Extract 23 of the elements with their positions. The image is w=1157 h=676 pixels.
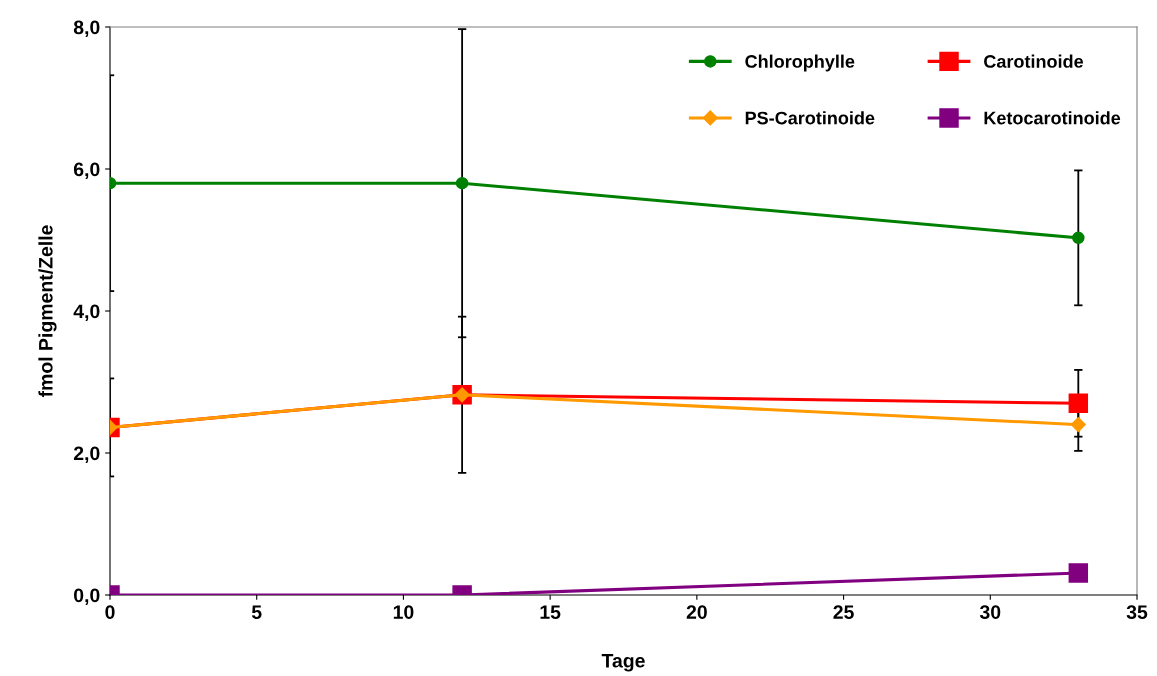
x-tick-label: 15 (540, 605, 561, 619)
y-tick-label: 2,0 (73, 446, 100, 464)
x-tick-label: 30 (979, 605, 1001, 620)
legend-label: Carotinoide (984, 54, 1084, 68)
x-tick-label: 5 (251, 605, 262, 619)
x-tick-label: 0 (105, 605, 115, 619)
y-tick-label: 6,0 (73, 162, 100, 180)
point (1072, 231, 1085, 245)
point (1070, 417, 1086, 433)
x-tick-label: 20 (686, 605, 707, 619)
legend-label: PS-Carotinoide (745, 111, 875, 125)
x-tick-label: 35 (1126, 605, 1148, 620)
y-tick-label: 0,0 (74, 588, 100, 606)
y-tick-label: 4,0 (73, 304, 100, 322)
point (1068, 393, 1089, 414)
x-tick-label: 10 (393, 605, 414, 619)
y-axis-title: fmol Pigment/Zelle (38, 225, 57, 398)
legend-label: Ketocarotinoide (984, 111, 1121, 125)
legend-label: Chlorophylle (745, 54, 855, 72)
y-tick-label: 8,0 (73, 20, 100, 38)
x-tick-label: 25 (833, 605, 854, 619)
x-axis-title: Tage (601, 654, 645, 672)
point (1068, 563, 1089, 583)
